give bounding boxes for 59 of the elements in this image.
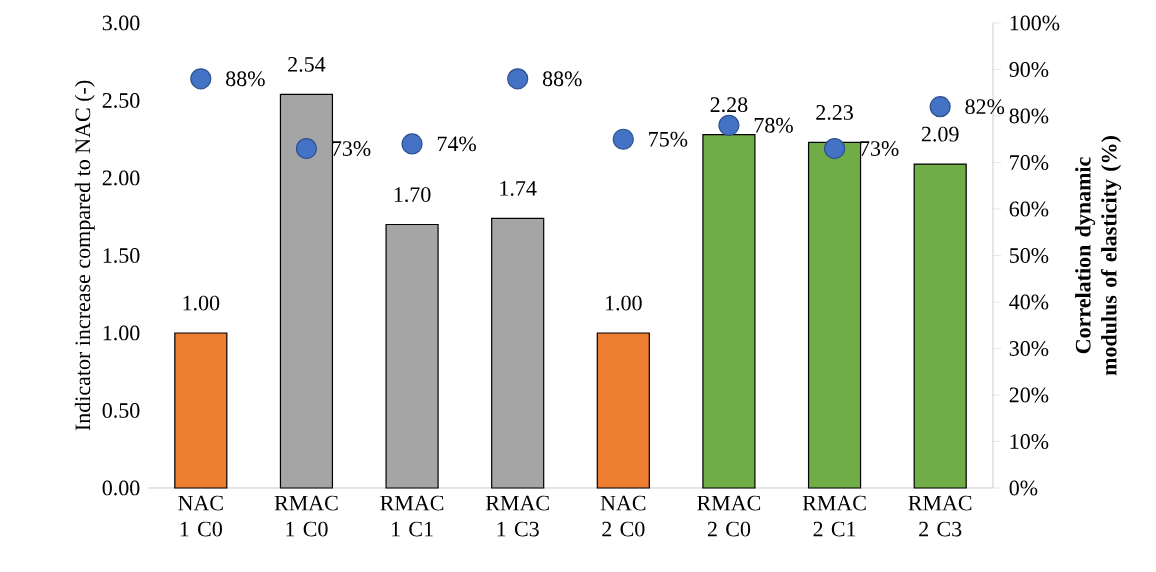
data-label: 74% [437, 136, 477, 152]
data-label: 2.28 [710, 97, 748, 113]
data-label: 2.54 [288, 57, 326, 72]
y2-tick-label: 10% [1010, 434, 1049, 449]
data-label: 2.23 [816, 105, 853, 120]
bar [913, 163, 967, 489]
data-label: 88% [226, 71, 265, 87]
y-tick-label: 2.00 [102, 170, 140, 186]
point [401, 133, 423, 155]
data-label: 1.70 [394, 187, 431, 203]
bar [596, 332, 650, 489]
y-tick-label: 1.50 [103, 248, 140, 263]
y-axis-title: Indicator increase compared to NAC (-) [74, 80, 95, 431]
point [507, 68, 529, 90]
y-tick-label: 2.50 [102, 93, 140, 108]
x-tick-label: RMAC 2 C3 [908, 495, 972, 537]
data-label: 1.74 [500, 181, 537, 196]
y-tick-label: 0.50 [102, 403, 140, 418]
x-tick-label: RMAC 1 C3 [485, 495, 549, 537]
y-tick-label: 0.00 [102, 480, 140, 496]
bar [174, 332, 228, 489]
point [190, 68, 212, 90]
data-label: 88% [542, 71, 582, 87]
y2-tick-label: 60% [1009, 201, 1049, 217]
data-label: 75% [649, 131, 688, 147]
x-tick-label: RMAC 1 C0 [274, 495, 338, 537]
y2-tick-label: 70% [1010, 155, 1049, 170]
bar [807, 141, 862, 489]
x-tick-label: NAC 2 C0 [600, 495, 646, 537]
y2-tick-label: 20% [1009, 387, 1049, 403]
point [718, 114, 740, 136]
point [612, 128, 634, 150]
x-tick-label: NAC 1 C0 [178, 495, 223, 537]
data-label: 82% [965, 99, 1005, 115]
y2-tick-label: 0% [1009, 480, 1038, 496]
point [823, 137, 846, 160]
bar [279, 93, 334, 489]
x-tick-label: RMAC 1 C1 [380, 495, 444, 537]
data-label: 1.00 [183, 295, 220, 311]
y2-tick-label: 80% [1009, 108, 1049, 124]
bar [385, 223, 439, 489]
data-label: 2.09 [921, 126, 959, 142]
x-tick-label: RMAC 2 C1 [802, 495, 866, 537]
y-tick-label: 3.00 [102, 15, 140, 31]
bar [702, 133, 756, 489]
y2-tick-label: 90% [1009, 62, 1049, 77]
y2-tick-label: 40% [1009, 294, 1049, 310]
point [929, 96, 951, 118]
y2-tick-label: 30% [1009, 341, 1049, 356]
point [295, 137, 318, 160]
data-label: 78% [754, 117, 793, 133]
bar [491, 217, 545, 489]
y-tick-label: 1.00 [103, 325, 140, 341]
data-label: 73% [332, 141, 371, 156]
y2-tick-label: 50% [1010, 248, 1049, 263]
data-label: 1.00 [606, 295, 642, 311]
x-tick-label: RMAC 2 C0 [697, 495, 761, 537]
y2-tick-label: 100% [1010, 15, 1060, 31]
y2-axis-title: Correlation dynamic modulus of elasticity (%) [1075, 136, 1122, 376]
